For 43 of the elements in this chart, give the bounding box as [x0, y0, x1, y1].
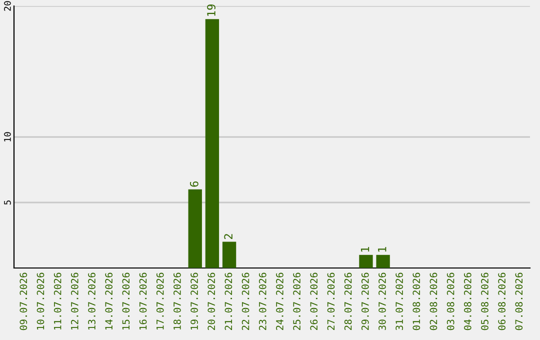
x-tick-label: 16.07.2026	[139, 272, 147, 330]
x-tick-label: 26.07.2026	[310, 272, 318, 330]
x-tick-label: 28.07.2026	[344, 272, 352, 330]
data-label: 1	[378, 247, 386, 252]
x-tick-label: 21.07.2026	[224, 272, 232, 330]
y-tick-label: 20	[4, 1, 11, 11]
x-tick-label: 17.07.2026	[156, 272, 164, 330]
x-tick-label: 04.08.2026	[464, 272, 472, 330]
x-tick-label: 18.07.2026	[174, 272, 181, 330]
x-tick-label: 14.07.2026	[105, 272, 113, 330]
x-tick-label: 25.07.2026	[293, 272, 300, 330]
y-tick-label: 10	[4, 132, 11, 142]
bar	[359, 254, 373, 268]
x-tick-label: 06.08.2026	[498, 272, 506, 330]
x-tick-label: 09.07.2026	[20, 272, 28, 330]
x-tick-label: 29.07.2026	[361, 272, 369, 330]
x-tick-label: 27.07.2026	[327, 272, 335, 330]
x-tick-label: 22.07.2026	[242, 272, 250, 330]
x-tick-label: 13.07.2026	[88, 272, 96, 330]
bar	[376, 254, 390, 268]
x-tick-label: 20.07.2026	[208, 272, 216, 330]
x-tick-label: 15.07.2026	[122, 272, 130, 330]
x-tick-label: 01.08.2026	[412, 272, 420, 330]
x-tick-label: 12.07.2026	[71, 272, 78, 330]
y-tick-label: 5	[4, 200, 11, 205]
data-label: 6	[190, 181, 198, 187]
x-tick-label: 23.07.2026	[258, 272, 266, 330]
bar	[188, 189, 202, 268]
x-tick-label: 30.07.2026	[378, 272, 386, 330]
x-tick-label: 05.08.2026	[481, 272, 488, 330]
data-label: 2	[224, 234, 232, 240]
data-label: 19	[207, 4, 216, 16]
x-tick-label: 19.07.2026	[190, 272, 198, 330]
bar	[222, 242, 236, 268]
bar	[205, 19, 220, 268]
x-tick-label: 02.08.2026	[430, 272, 438, 330]
x-tick-label: 24.07.2026	[276, 272, 284, 330]
x-tick-label: 03.08.2026	[446, 272, 454, 330]
x-tick-label: 07.08.2026	[515, 272, 523, 330]
data-label: 1	[360, 247, 370, 252]
x-tick-label: 10.07.2026	[36, 272, 44, 330]
x-tick-label: 11.07.2026	[54, 272, 62, 330]
x-tick-label: 31.07.2026	[396, 272, 403, 330]
